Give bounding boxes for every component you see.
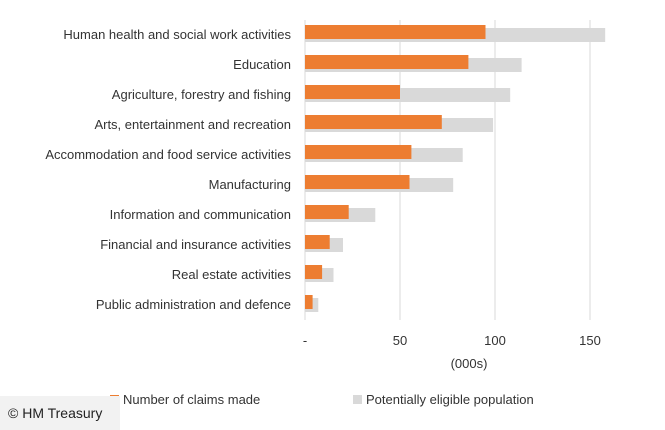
category-label: Real estate activities bbox=[172, 267, 292, 282]
x-tick-label: - bbox=[303, 333, 307, 348]
category-label: Public administration and defence bbox=[96, 297, 291, 312]
legend-item-eligible: Potentially eligible population bbox=[353, 392, 534, 407]
category-label: Manufacturing bbox=[209, 177, 291, 192]
bar-claims bbox=[305, 205, 349, 219]
bar-claims bbox=[305, 85, 400, 99]
bar-claims bbox=[305, 295, 313, 309]
bar-claims bbox=[305, 235, 330, 249]
bar-claims bbox=[305, 175, 410, 189]
category-label: Accommodation and food service activitie… bbox=[45, 147, 291, 162]
category-label: Arts, entertainment and recreation bbox=[94, 117, 291, 132]
legend-label-claims: Number of claims made bbox=[123, 392, 261, 407]
legend-swatch-eligible bbox=[353, 395, 362, 404]
bar-claims bbox=[305, 55, 469, 69]
x-axis-title: (000s) bbox=[451, 356, 488, 371]
category-label: Information and communication bbox=[110, 207, 291, 222]
legend-label-eligible: Potentially eligible population bbox=[366, 392, 534, 407]
category-label: Agriculture, forestry and fishing bbox=[112, 87, 291, 102]
bar-claims bbox=[305, 25, 486, 39]
bars bbox=[305, 25, 606, 312]
legend-item-claims: Number of claims made bbox=[110, 392, 260, 407]
x-tick-label: 100 bbox=[484, 333, 506, 348]
x-tick-label: 150 bbox=[579, 333, 601, 348]
category-label: Education bbox=[233, 57, 291, 72]
copyright-credit: © HM Treasury bbox=[0, 396, 120, 430]
x-tick-labels: - 50 100 150 bbox=[303, 333, 601, 348]
x-tick-label: 50 bbox=[393, 333, 407, 348]
bar-claims bbox=[305, 145, 412, 159]
category-labels: Human health and social work activities E… bbox=[45, 27, 291, 312]
bar-claims bbox=[305, 265, 323, 279]
category-label: Human health and social work activities bbox=[63, 27, 291, 42]
bar-chart: Human health and social work activities E… bbox=[45, 20, 606, 371]
legend: Number of claims made Potentially eligib… bbox=[110, 392, 630, 410]
bar-claims bbox=[305, 115, 442, 129]
category-label: Financial and insurance activities bbox=[100, 237, 291, 252]
